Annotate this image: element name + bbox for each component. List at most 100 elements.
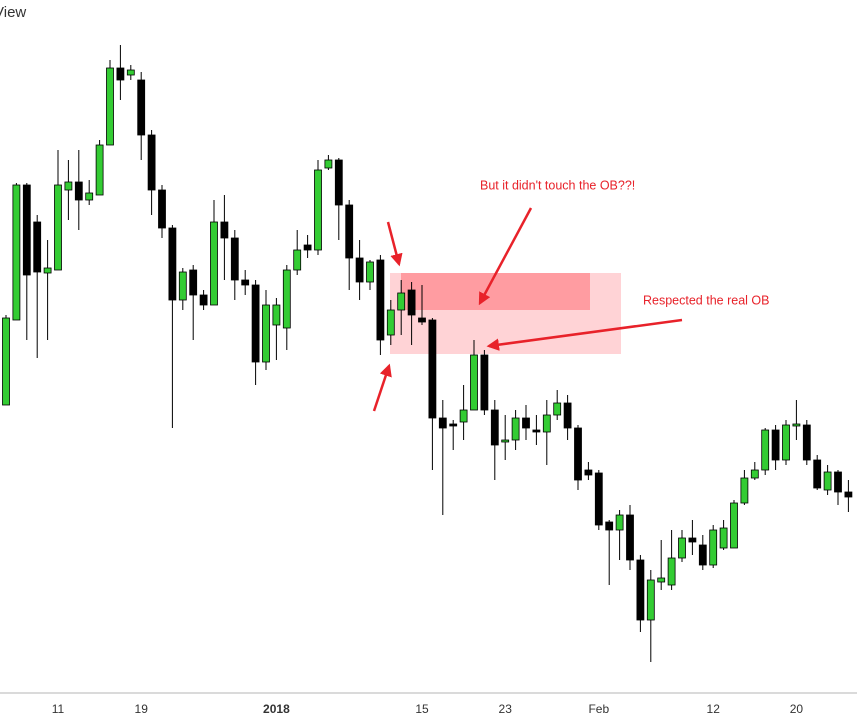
candle-body xyxy=(397,292,406,311)
candle-body xyxy=(584,469,593,476)
x-tick-label: 12 xyxy=(707,702,721,716)
x-axis-labels: 11 19 2018 15 23 Feb 12 20 xyxy=(52,702,804,716)
candle-body xyxy=(147,134,156,191)
candle-body xyxy=(532,429,541,433)
candle-body xyxy=(324,159,333,169)
candle-body xyxy=(85,192,94,201)
candle-body xyxy=(230,237,239,281)
candle-body xyxy=(262,304,270,363)
x-tick-label: 11 xyxy=(52,702,65,716)
candle-body xyxy=(74,181,83,201)
candle-body xyxy=(449,423,458,427)
candle-body xyxy=(553,402,562,416)
candle-body xyxy=(636,559,645,621)
annotation: Respected the real OB xyxy=(643,293,769,307)
x-tick-label: 19 xyxy=(135,702,149,716)
candle-body xyxy=(407,289,416,316)
candle-body xyxy=(2,317,10,406)
candle-body xyxy=(563,402,572,429)
candle-body xyxy=(771,429,780,461)
candle-body xyxy=(802,424,811,461)
candle-body xyxy=(158,189,166,229)
candle-body xyxy=(667,557,676,586)
candle-body xyxy=(511,417,520,441)
candle-body xyxy=(834,471,842,493)
candle-body xyxy=(719,527,728,549)
chart-title: View xyxy=(0,4,26,21)
x-tick-label: Feb xyxy=(588,702,609,716)
candle-body xyxy=(688,537,697,543)
x-tick-label: 23 xyxy=(499,702,513,716)
candle-body xyxy=(282,269,291,329)
candle-body xyxy=(626,514,634,561)
candle-body xyxy=(605,521,614,531)
candle-body xyxy=(251,284,260,363)
candle-body xyxy=(106,67,114,146)
candle-body xyxy=(210,221,218,306)
zone-ob xyxy=(401,273,590,310)
candle-body xyxy=(501,439,510,443)
candle-body xyxy=(272,304,281,326)
order-blocks xyxy=(390,273,621,354)
candle-body xyxy=(574,427,582,481)
candle-body xyxy=(12,184,21,321)
candle-body xyxy=(615,514,624,531)
candle-body xyxy=(428,319,437,419)
x-tick-label: 2018 xyxy=(263,702,290,716)
arrow xyxy=(372,363,392,412)
candle-body xyxy=(823,471,832,491)
candle-body xyxy=(438,417,447,429)
candle-body xyxy=(33,221,42,273)
candle-body xyxy=(241,279,250,286)
x-tick-label: 15 xyxy=(415,702,429,716)
candles xyxy=(2,45,853,662)
candle-body xyxy=(199,294,208,306)
candle-body xyxy=(782,424,790,461)
candle-body xyxy=(386,309,395,336)
candle-body xyxy=(64,181,73,191)
candle-body xyxy=(189,269,198,296)
candle-body xyxy=(459,409,468,423)
candle-body xyxy=(293,249,302,271)
candle-body xyxy=(844,491,853,498)
candle-body xyxy=(678,537,686,559)
arrow xyxy=(386,221,403,267)
candle-body xyxy=(22,184,31,276)
candle-body xyxy=(740,477,749,504)
candle-body xyxy=(522,417,530,429)
candle-body xyxy=(542,414,551,433)
candle-body xyxy=(220,221,229,239)
candle-body xyxy=(490,409,499,446)
candle-body xyxy=(761,429,770,471)
candle-body xyxy=(480,354,489,411)
candle-body xyxy=(657,577,666,583)
candle-body xyxy=(345,204,354,259)
candle-body xyxy=(366,261,374,283)
candle-body xyxy=(418,317,426,323)
annotation: But it didn't touch the OB??! xyxy=(480,178,635,192)
arrows xyxy=(372,207,683,412)
candle-body xyxy=(792,423,801,427)
candle-body xyxy=(303,244,312,251)
candle-body xyxy=(646,579,655,621)
candle-body xyxy=(355,257,364,283)
candle-body xyxy=(594,472,603,526)
candle-body xyxy=(813,459,822,489)
candle-body xyxy=(730,502,738,549)
candle-body xyxy=(137,79,146,136)
candle-body xyxy=(178,271,187,301)
candle-body xyxy=(470,354,478,411)
candle-body xyxy=(54,184,62,271)
candle-body xyxy=(314,169,322,251)
candle-body xyxy=(43,267,52,274)
arrow xyxy=(478,207,533,306)
candle-body xyxy=(709,529,718,566)
candle-body xyxy=(116,67,125,81)
candle-body xyxy=(334,159,343,206)
x-tick-label: 20 xyxy=(790,702,804,716)
candle-body xyxy=(95,144,104,196)
candle-body xyxy=(376,259,385,341)
candle-body xyxy=(168,227,177,301)
